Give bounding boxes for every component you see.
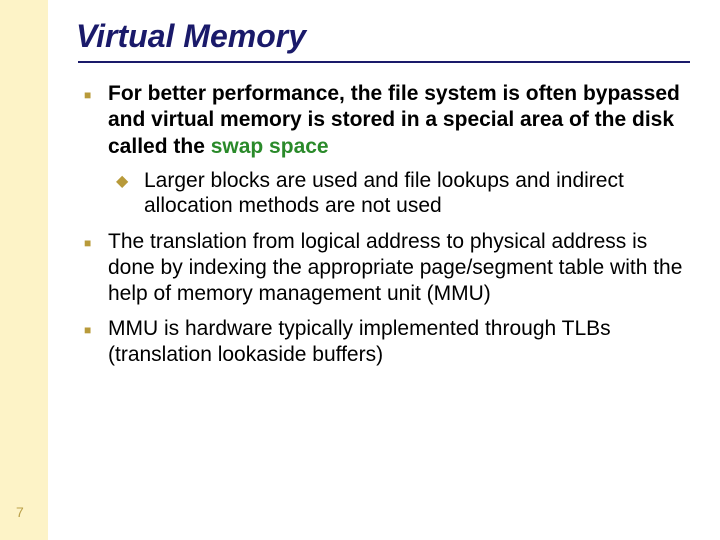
highlight-term: swap space — [211, 135, 329, 158]
bullet-level1: ■ MMU is hardware typically implemented … — [80, 316, 692, 369]
bullet-level1: ■ For better performance, the file syste… — [80, 81, 692, 160]
bullet-text-pre: For better performance, the file system … — [108, 82, 680, 158]
bullet-text: For better performance, the file system … — [108, 81, 692, 160]
bullet-text: The translation from logical address to … — [108, 229, 692, 308]
side-accent-bar — [0, 0, 48, 540]
title-underline — [78, 61, 690, 63]
slide-body: Virtual Memory ■ For better performance,… — [48, 0, 720, 540]
square-bullet-icon: ■ — [80, 229, 108, 308]
slide-content: ■ For better performance, the file syste… — [76, 81, 692, 368]
bullet-level2: ◆ Larger blocks are used and file lookup… — [116, 168, 692, 219]
bullet-text: Larger blocks are used and file lookups … — [144, 168, 692, 219]
square-bullet-icon: ■ — [80, 316, 108, 369]
bullet-text: MMU is hardware typically implemented th… — [108, 316, 692, 369]
slide-title: Virtual Memory — [76, 18, 692, 55]
page-number: 7 — [16, 504, 24, 520]
diamond-bullet-icon: ◆ — [116, 168, 144, 219]
bullet-level1: ■ The translation from logical address t… — [80, 229, 692, 308]
square-bullet-icon: ■ — [80, 81, 108, 160]
